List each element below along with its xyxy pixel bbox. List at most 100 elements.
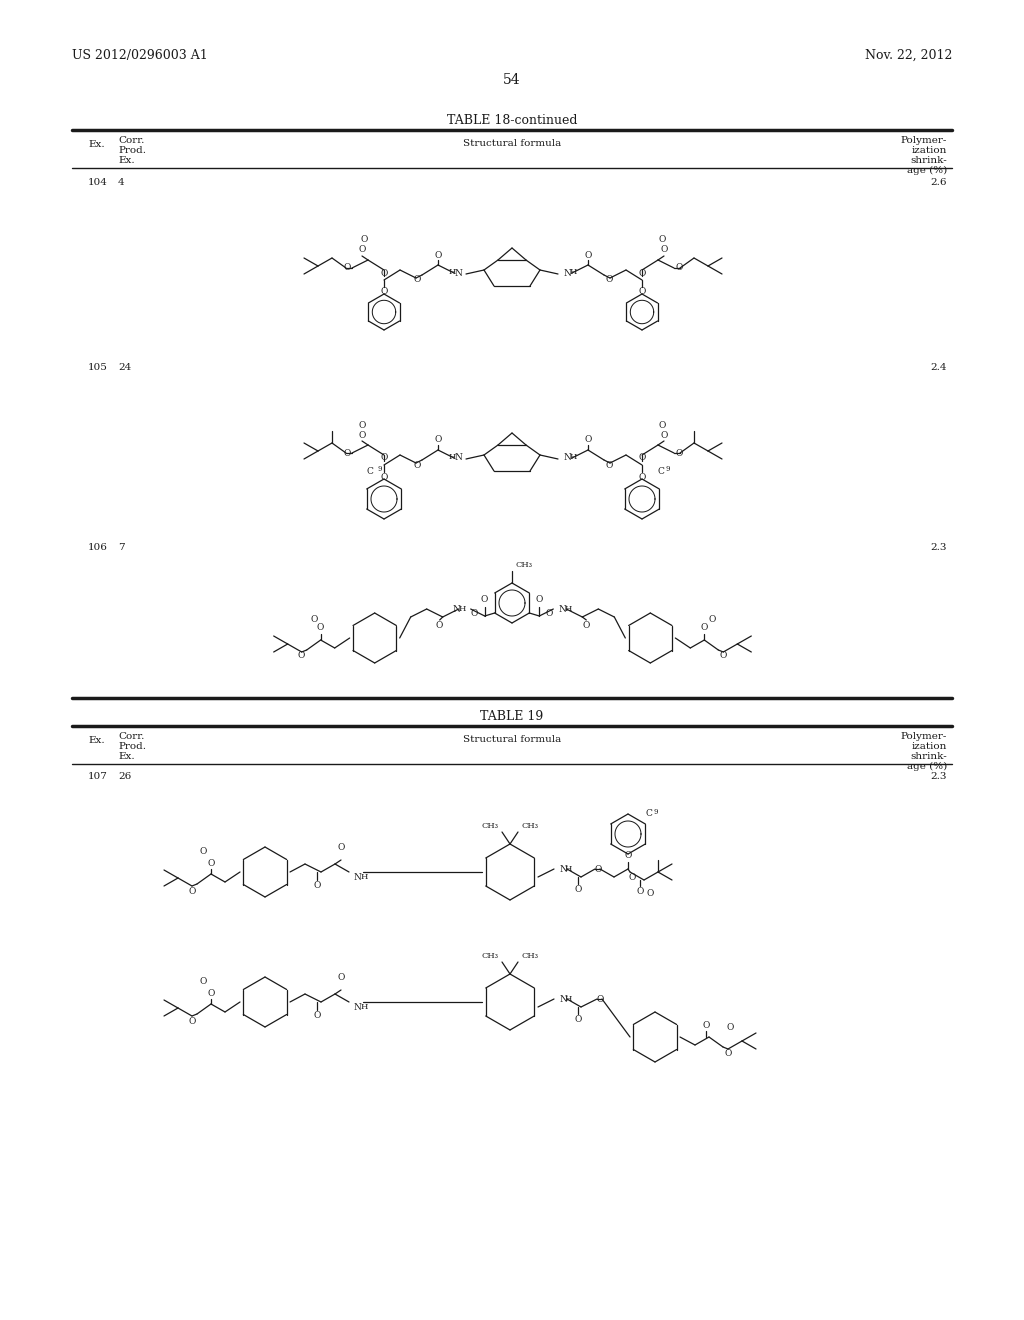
- Text: O: O: [414, 276, 421, 285]
- Text: Ex.: Ex.: [118, 752, 134, 762]
- Text: O: O: [720, 652, 727, 660]
- Text: N: N: [453, 605, 461, 614]
- Text: O: O: [675, 264, 683, 272]
- Text: O: O: [629, 874, 636, 883]
- Text: O: O: [574, 1015, 582, 1024]
- Text: O: O: [337, 973, 345, 982]
- Text: Corr.: Corr.: [118, 136, 144, 145]
- Text: H: H: [449, 268, 456, 276]
- Text: O: O: [343, 449, 350, 458]
- Text: O: O: [594, 865, 602, 874]
- Text: 104: 104: [88, 178, 108, 187]
- Text: Prod.: Prod.: [118, 147, 146, 154]
- Text: N: N: [559, 994, 567, 1003]
- Text: 107: 107: [88, 772, 108, 781]
- Text: O: O: [434, 251, 441, 260]
- Text: O: O: [546, 609, 553, 618]
- Text: O: O: [585, 251, 592, 260]
- Text: O: O: [658, 235, 666, 244]
- Text: O: O: [380, 268, 388, 277]
- Text: O: O: [298, 652, 305, 660]
- Text: O: O: [360, 235, 368, 244]
- Text: N: N: [454, 454, 462, 462]
- Text: O: O: [636, 887, 644, 896]
- Text: CH₃: CH₃: [481, 822, 498, 830]
- Text: CH₃: CH₃: [522, 822, 539, 830]
- Text: C: C: [646, 809, 653, 818]
- Text: CH₃: CH₃: [522, 952, 539, 960]
- Text: O: O: [536, 594, 543, 603]
- Text: TABLE 18-continued: TABLE 18-continued: [446, 114, 578, 127]
- Text: H: H: [459, 605, 466, 612]
- Text: H: H: [565, 865, 572, 873]
- Text: O: O: [317, 623, 325, 632]
- Text: O: O: [380, 454, 388, 462]
- Text: O: O: [380, 473, 388, 482]
- Text: Polymer-: Polymer-: [901, 136, 947, 145]
- Text: O: O: [605, 461, 612, 470]
- Text: shrink-: shrink-: [910, 752, 947, 762]
- Text: O: O: [574, 886, 582, 895]
- Text: O: O: [200, 847, 207, 857]
- Text: Ex.: Ex.: [118, 156, 134, 165]
- Text: age (%): age (%): [906, 762, 947, 771]
- Text: N: N: [559, 865, 567, 874]
- Text: O: O: [380, 288, 388, 297]
- Text: Structural formula: Structural formula: [463, 140, 561, 149]
- Text: O: O: [200, 978, 207, 986]
- Text: O: O: [188, 1016, 196, 1026]
- Text: H: H: [564, 605, 571, 612]
- Text: O: O: [658, 421, 666, 429]
- Text: Polymer-: Polymer-: [901, 733, 947, 741]
- Text: O: O: [207, 859, 215, 869]
- Text: N: N: [564, 268, 571, 277]
- Text: O: O: [660, 430, 668, 440]
- Text: 2.6: 2.6: [931, 178, 947, 187]
- Text: O: O: [709, 615, 716, 624]
- Text: H: H: [361, 1003, 369, 1011]
- Text: H: H: [570, 268, 578, 276]
- Text: 9: 9: [653, 808, 657, 816]
- Text: ization: ization: [911, 742, 947, 751]
- Text: O: O: [702, 1020, 710, 1030]
- Text: 106: 106: [88, 543, 108, 552]
- Text: O: O: [638, 454, 646, 462]
- Text: 9: 9: [377, 465, 382, 473]
- Text: O: O: [188, 887, 196, 895]
- Text: CH₃: CH₃: [516, 561, 534, 569]
- Text: O: O: [343, 264, 350, 272]
- Text: O: O: [660, 246, 668, 255]
- Text: C: C: [658, 466, 665, 475]
- Text: O: O: [358, 430, 366, 440]
- Text: O: O: [675, 449, 683, 458]
- Text: H: H: [449, 453, 456, 461]
- Text: O: O: [724, 1048, 732, 1057]
- Text: CH₃: CH₃: [481, 952, 498, 960]
- Text: age (%): age (%): [906, 166, 947, 176]
- Text: O: O: [414, 461, 421, 470]
- Text: O: O: [337, 842, 345, 851]
- Text: N: N: [454, 268, 462, 277]
- Text: O: O: [585, 436, 592, 445]
- Text: O: O: [434, 436, 441, 445]
- Text: H: H: [565, 995, 572, 1003]
- Text: O: O: [207, 990, 215, 998]
- Text: O: O: [596, 994, 604, 1003]
- Text: 24: 24: [118, 363, 131, 372]
- Text: O: O: [638, 473, 646, 482]
- Text: O: O: [638, 268, 646, 277]
- Text: ization: ization: [911, 147, 947, 154]
- Text: 2.4: 2.4: [931, 363, 947, 372]
- Text: 2.3: 2.3: [931, 772, 947, 781]
- Text: 7: 7: [118, 543, 125, 552]
- Text: O: O: [311, 615, 318, 624]
- Text: O: O: [726, 1023, 733, 1031]
- Text: O: O: [638, 288, 646, 297]
- Text: O: O: [646, 890, 653, 899]
- Text: Nov. 22, 2012: Nov. 22, 2012: [864, 49, 952, 62]
- Text: N: N: [354, 873, 361, 882]
- Text: O: O: [358, 246, 366, 255]
- Text: Ex.: Ex.: [88, 737, 104, 744]
- Text: O: O: [313, 882, 321, 891]
- Text: O: O: [625, 851, 632, 861]
